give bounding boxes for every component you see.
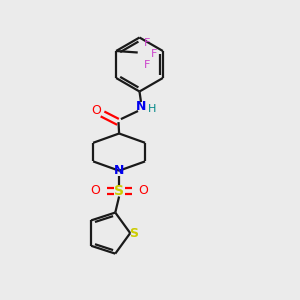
Text: F: F bbox=[144, 60, 151, 70]
Text: S: S bbox=[129, 226, 138, 240]
Text: O: O bbox=[138, 184, 148, 197]
Text: F: F bbox=[144, 38, 151, 48]
Text: N: N bbox=[114, 164, 124, 177]
Text: F: F bbox=[151, 49, 158, 59]
Text: N: N bbox=[136, 100, 146, 113]
Text: O: O bbox=[90, 184, 100, 197]
Text: O: O bbox=[92, 103, 101, 117]
Text: H: H bbox=[148, 104, 157, 114]
Text: S: S bbox=[114, 184, 124, 198]
